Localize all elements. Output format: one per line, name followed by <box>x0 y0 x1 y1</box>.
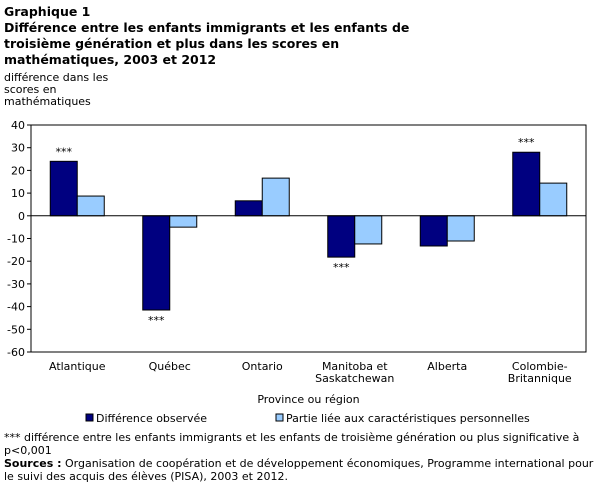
x-axis-label: Province ou région <box>257 393 359 406</box>
sources-label: Sources : <box>4 457 62 470</box>
sources-text: Organisation de coopération et de dévelo… <box>4 457 594 483</box>
y-tick-label: -10 <box>7 233 25 246</box>
x-tick-label: Colombie- <box>512 360 568 373</box>
y-tick-label: -60 <box>7 346 25 359</box>
y-tick-label: 10 <box>11 187 25 200</box>
x-tick-label: Alberta <box>427 360 467 373</box>
legend-swatch <box>85 413 94 422</box>
significance-marker: *** <box>56 145 73 158</box>
significance-marker: *** <box>518 136 535 149</box>
y-axis-label: différence dans les scores en mathématiq… <box>4 71 109 108</box>
x-tick-label: Manitoba et <box>322 360 388 373</box>
x-tick-label: Atlantique <box>49 360 106 373</box>
y-tick-label: -20 <box>7 255 25 268</box>
x-tick-label: Québec <box>149 360 191 373</box>
y-tick-label: -50 <box>7 323 25 336</box>
y-tick-label: 30 <box>11 142 25 155</box>
legend-swatch <box>275 413 284 422</box>
bar-personal <box>169 215 198 228</box>
y-tick-label: -40 <box>7 301 25 314</box>
significance-marker: *** <box>333 261 350 274</box>
y-tick-label: 0 <box>18 210 25 223</box>
bar-personal <box>446 215 475 242</box>
bar-personal <box>261 177 290 217</box>
bar-observed <box>49 160 78 217</box>
legend-label: Partie liée aux caractéristiques personn… <box>286 412 530 425</box>
legend-label: Différence observée <box>96 412 207 425</box>
notes: *** différence entre les enfants immigra… <box>4 431 599 483</box>
y-tick-label: 20 <box>11 164 25 177</box>
sources: Sources : Organisation de coopération et… <box>4 457 599 483</box>
y-tick-label: 40 <box>11 119 25 132</box>
bar-personal <box>354 215 383 245</box>
bar-personal <box>76 195 105 217</box>
bar-chart: 40 30 20 10 0 -10 -20 -30 -40 -50 -60 *** Atlantique… <box>7 119 587 425</box>
chart-title-text: Différence entre les enfants immigrants … <box>4 20 410 67</box>
footnote: *** différence entre les enfants immigra… <box>4 431 580 457</box>
bar-observed <box>419 215 448 247</box>
bar-observed <box>327 215 356 258</box>
chart-number: Graphique 1 <box>4 4 91 19</box>
plot-area <box>30 124 587 353</box>
significance-marker: *** <box>148 314 165 327</box>
chart-title: Graphique 1 Différence entre les enfants… <box>4 4 444 68</box>
x-tick-label: Saskatchewan <box>315 372 394 385</box>
x-tick-label: Britannique <box>508 372 572 385</box>
bar-observed <box>512 151 541 217</box>
bar-observed <box>234 200 263 217</box>
bar-personal <box>539 182 568 217</box>
bar-observed <box>142 215 171 311</box>
x-tick-label: Ontario <box>242 360 283 373</box>
y-tick-label: -30 <box>7 278 25 291</box>
